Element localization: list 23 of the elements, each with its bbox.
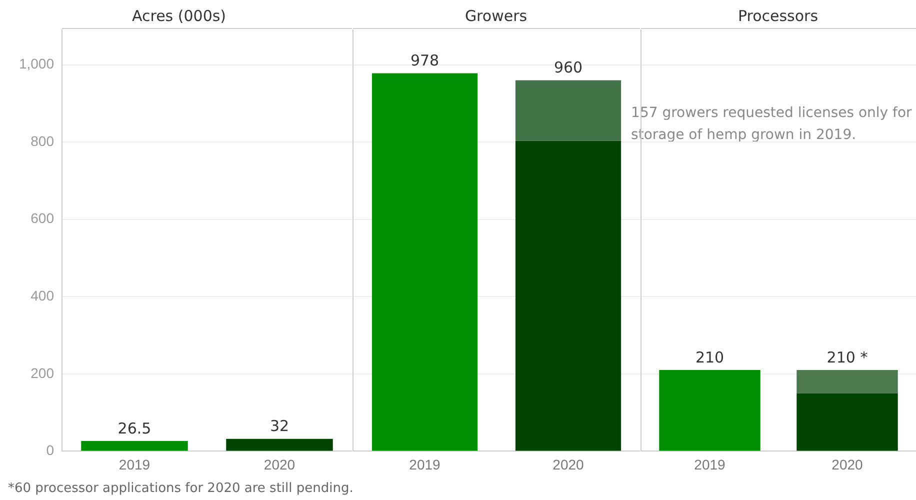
x-tick-label: 2019: [409, 456, 441, 472]
text: *60 processor applications for 2020 are still pending.: [8, 480, 354, 498]
total-label: 978: [410, 52, 440, 70]
chart-title: Processors: [738, 6, 818, 25]
data-label: 32: [270, 417, 290, 436]
x-tick-label: 2019: [694, 456, 726, 472]
chart-title: Acres (000s): [132, 6, 226, 25]
x-tick-label: 2020: [832, 456, 864, 472]
y-tick-label: 200: [30, 364, 54, 381]
x-tick-label: 2019: [118, 456, 150, 472]
total-label: 210 *: [826, 348, 868, 366]
chart-title: Growers: [464, 6, 528, 25]
x-tick-label: 2020: [264, 456, 296, 472]
annotation: 157 growers requested licenses only for storage of hemp grown in 2019.: [631, 104, 913, 145]
y-tick-label: 0: [46, 442, 54, 458]
total-label: 960: [554, 58, 583, 77]
total-label: 210: [695, 348, 724, 366]
y-tick-label: 800: [30, 132, 54, 149]
data-label: 26.5: [118, 419, 152, 438]
y-tick-label: 400: [30, 287, 54, 304]
x-tick-label: 2020: [552, 456, 584, 472]
y-tick-label: 1,000: [18, 56, 54, 72]
y-tick-label: 600: [30, 210, 54, 226]
